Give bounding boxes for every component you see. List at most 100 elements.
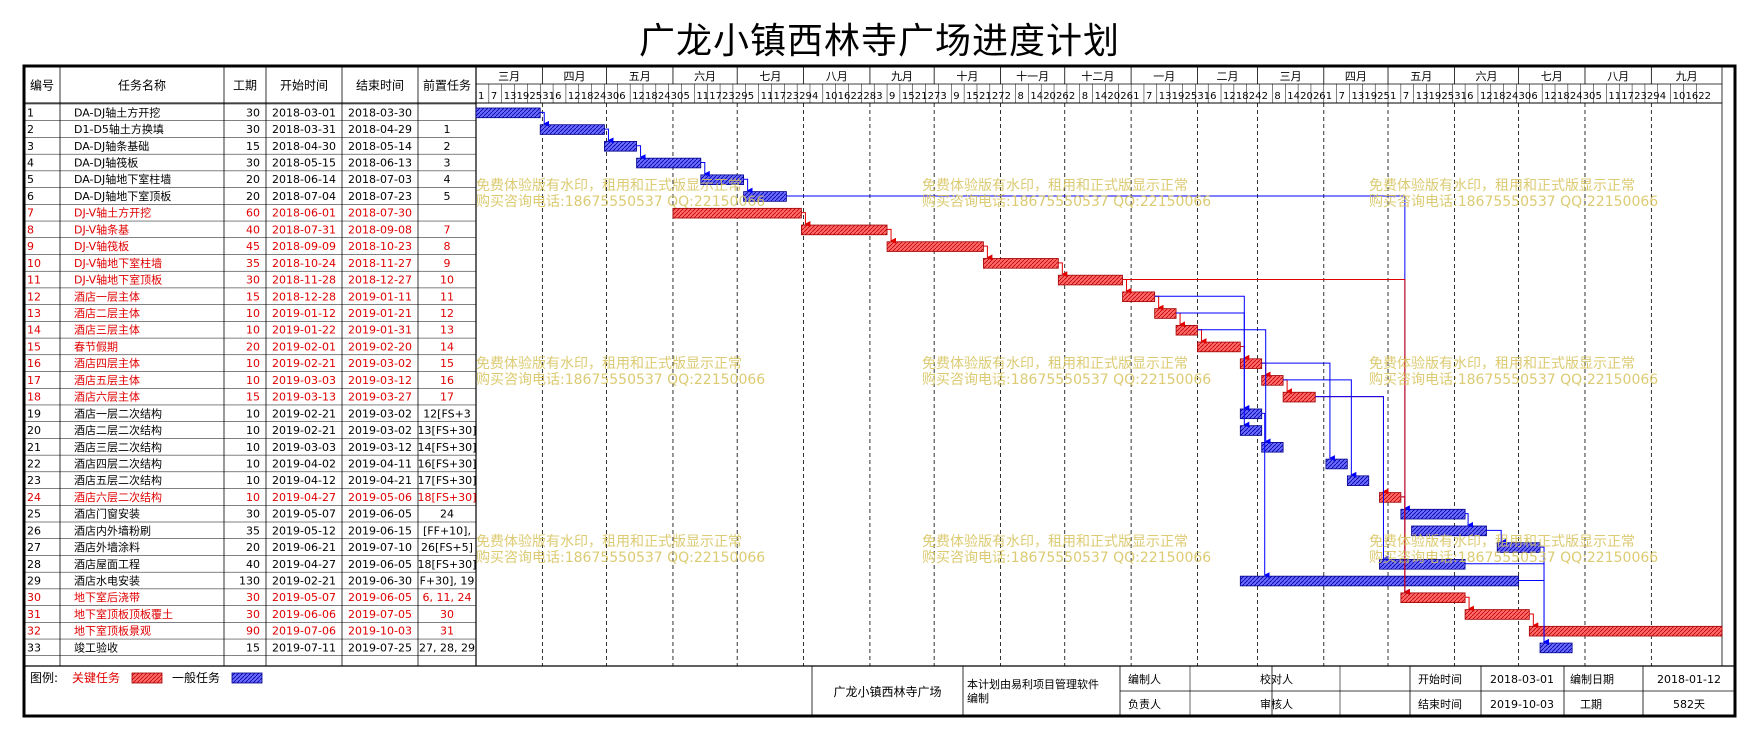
day-tick-label: 18 — [1557, 91, 1570, 102]
dependency-link — [604, 128, 614, 144]
day-tick-label: 6 — [555, 91, 561, 102]
task-predecessor: 6, 11, 24 — [423, 591, 472, 604]
task-bar-21 — [1261, 441, 1284, 453]
dependency-link — [1261, 412, 1270, 579]
task-start: 2019-01-22 — [272, 324, 336, 337]
task-id: 16 — [27, 357, 41, 370]
task-name: 酒店一层二次结构 — [74, 406, 162, 420]
task-predecessor: 16[FS+30] — [418, 457, 477, 470]
task-id: 10 — [27, 257, 41, 270]
task-duration: 130 — [239, 575, 260, 588]
task-duration: 35 — [246, 257, 260, 270]
task-predecessor: 4 — [444, 173, 451, 186]
day-tick-label: 14 — [1287, 91, 1300, 102]
task-name: 酒店水电安装 — [74, 574, 140, 588]
month-label: 三月 — [1280, 70, 1302, 83]
dependency-link — [801, 212, 811, 228]
task-start: 2019-02-21 — [272, 357, 336, 370]
day-tick-label: 17 — [709, 91, 722, 102]
task-start: 2018-03-31 — [272, 123, 336, 136]
watermark-line1: 免费体验版有水印，租用和正式版显示正常 — [922, 534, 1188, 550]
dependency-link — [1261, 362, 1335, 462]
task-duration: 40 — [246, 223, 260, 236]
task-end: 2018-09-08 — [348, 223, 412, 236]
task-name: DJ-V轴土方开挖 — [74, 206, 151, 220]
month-label: 七月 — [1541, 70, 1563, 83]
footer-checker-label: 校对人 — [1260, 672, 1293, 686]
day-tick-label: 6 — [1531, 91, 1537, 102]
watermark-line2: 购买咨询电话:18675550537 QQ:22150066 — [922, 194, 1211, 210]
task-duration: 30 — [246, 508, 260, 521]
day-tick-label: 19 — [1429, 91, 1442, 102]
day-tick-label: 6 — [1467, 91, 1473, 102]
task-bar-9 — [886, 241, 984, 252]
task-name: 酒店门窗安装 — [74, 507, 140, 521]
task-name: 酒店二层二次结构 — [74, 423, 162, 437]
task-bar-15 — [1197, 341, 1241, 353]
day-tick-label: 18 — [1236, 91, 1249, 102]
day-tick-label: 20 — [1300, 91, 1313, 102]
task-bar-7 — [672, 207, 802, 219]
day-tick-label: 24 — [594, 91, 607, 102]
month-label: 三月 — [498, 70, 520, 83]
dependency-link — [1529, 613, 1539, 629]
task-bar-22 — [1325, 458, 1348, 470]
watermark-line1: 免费体验版有水印，租用和正式版显示正常 — [922, 356, 1188, 372]
task-start: 2019-06-21 — [272, 541, 336, 554]
month-label: 八月 — [826, 70, 848, 83]
day-tick-label: 30 — [1583, 91, 1596, 102]
task-bar-14 — [1175, 324, 1198, 336]
task-predecessor: 1 — [444, 123, 451, 136]
task-predecessor: 7 — [444, 223, 451, 236]
task-duration: 30 — [246, 106, 260, 119]
day-tick-label: 30 — [671, 91, 684, 102]
task-start: 2018-10-24 — [272, 257, 336, 270]
day-tick-label: 23 — [786, 91, 799, 102]
task-id: 33 — [27, 641, 41, 654]
task-name: 酒店五层二次结构 — [74, 473, 162, 487]
task-start: 2018-03-01 — [272, 106, 336, 119]
day-tick-label: 22 — [1698, 91, 1711, 102]
task-predecessor: 18[FS+30] — [418, 491, 477, 504]
dependency-link — [1261, 362, 1271, 378]
dependency-link — [636, 145, 646, 161]
task-id: 22 — [27, 457, 41, 470]
task-duration: 30 — [246, 157, 260, 170]
dependency-link — [1518, 580, 1550, 646]
dependency-link — [1283, 379, 1357, 478]
dependency-link — [540, 111, 550, 127]
task-bar-10 — [982, 258, 1059, 269]
day-tick-label: 19 — [1364, 91, 1377, 102]
task-name: 酒店四层二次结构 — [74, 456, 162, 470]
task-name: 地下室顶板顶板覆土 — [74, 607, 173, 621]
task-start: 2019-05-07 — [272, 591, 336, 604]
dependency-link — [743, 178, 753, 194]
day-tick-label: 16 — [838, 91, 851, 102]
task-duration: 45 — [246, 240, 260, 253]
day-tick-label: 30 — [606, 91, 619, 102]
watermark-line1: 免费体验版有水印，租用和正式版显示正常 — [476, 178, 742, 194]
day-tick-label: 29 — [1647, 91, 1660, 102]
legend-critical-swatch — [131, 672, 163, 684]
month-label: 十一月 — [1016, 69, 1049, 83]
task-end: 2019-07-25 — [348, 641, 412, 654]
dependency-link — [700, 162, 710, 177]
day-tick-label: 23 — [1634, 91, 1647, 102]
month-label: 十月 — [956, 69, 978, 83]
task-duration: 10 — [246, 441, 260, 454]
task-id: 1 — [27, 106, 34, 119]
day-tick-label: 8 — [1018, 91, 1024, 102]
task-start: 2018-07-04 — [272, 190, 336, 203]
task-end: 2019-03-27 — [348, 391, 412, 404]
header-start: 开始时间 — [280, 79, 328, 93]
task-duration: 15 — [246, 641, 260, 654]
month-label: 九月 — [1676, 70, 1698, 83]
month-label: 二月 — [1216, 70, 1238, 83]
day-tick-label: 16 — [1685, 91, 1698, 102]
task-name: 酒店内外墙粉刷 — [74, 523, 151, 537]
task-duration: 35 — [246, 524, 260, 537]
task-start: 2019-04-12 — [272, 474, 336, 487]
task-name: 竣工验收 — [74, 640, 118, 654]
task-bar-16 — [1239, 358, 1263, 369]
